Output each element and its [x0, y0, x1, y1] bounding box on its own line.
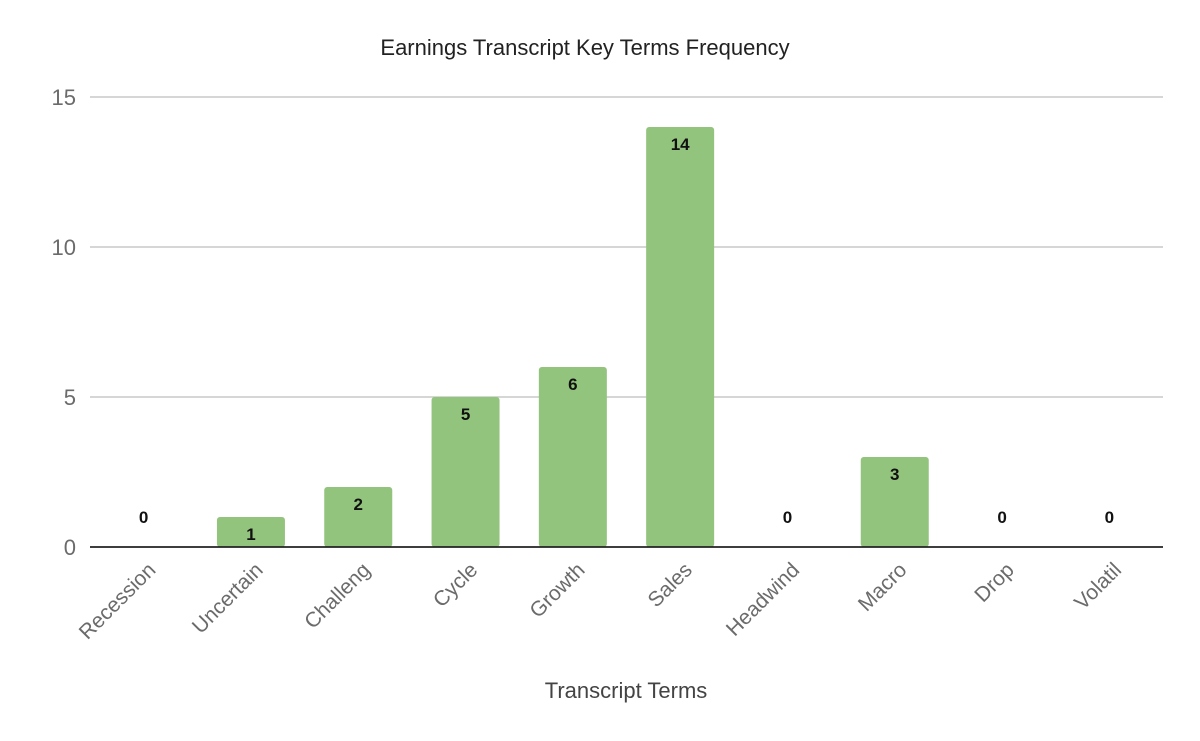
data-label-challeng: 2 — [354, 495, 363, 514]
data-label-uncertain: 1 — [246, 525, 255, 544]
bar-macro — [860, 457, 929, 547]
y-tick-label: 0 — [64, 535, 76, 560]
x-axis-title: Transcript Terms — [545, 678, 708, 703]
data-label-sales: 14 — [671, 135, 690, 154]
bar-growth — [538, 367, 607, 547]
bar-uncertain — [216, 517, 285, 547]
chart-title: Earnings Transcript Key Terms Frequency — [380, 35, 789, 60]
x-axis-ticks: Recession Uncertain Challeng Cycle Growth Sal… — [75, 558, 1126, 644]
data-label-growth: 6 — [568, 375, 577, 394]
gridlines — [90, 96, 1163, 398]
bars — [216, 127, 929, 547]
x-tick-label-drop: Drop — [970, 558, 1018, 606]
x-tick-label-uncertain: Uncertain — [188, 558, 268, 638]
bar-cycle — [431, 397, 500, 547]
x-tick-label-sales: Sales — [643, 558, 696, 611]
data-labels: 0 1 2 5 6 14 0 3 0 0 — [139, 135, 1114, 544]
bar-challeng — [324, 487, 393, 547]
y-tick-label: 10 — [52, 235, 76, 260]
data-label-headwind: 0 — [783, 508, 792, 527]
x-tick-label-macro: Macro — [854, 558, 912, 616]
bar-sales — [646, 127, 715, 547]
data-label-volatil: 0 — [1105, 508, 1114, 527]
y-tick-label: 5 — [64, 385, 76, 410]
data-label-cycle: 5 — [461, 405, 470, 424]
x-tick-label-challeng: Challeng — [300, 558, 375, 633]
x-tick-label-growth: Growth — [525, 558, 589, 622]
data-label-macro: 3 — [890, 465, 899, 484]
x-tick-label-headwind: Headwind — [722, 558, 804, 640]
data-label-recession: 0 — [139, 508, 148, 527]
x-tick-label-volatil: Volatil — [1070, 558, 1126, 614]
y-tick-label: 15 — [52, 85, 76, 110]
y-axis-ticks: 0 5 10 15 — [52, 85, 76, 560]
x-tick-label-cycle: Cycle — [429, 558, 482, 611]
data-label-drop: 0 — [997, 508, 1006, 527]
x-tick-label-recession: Recession — [75, 558, 161, 644]
